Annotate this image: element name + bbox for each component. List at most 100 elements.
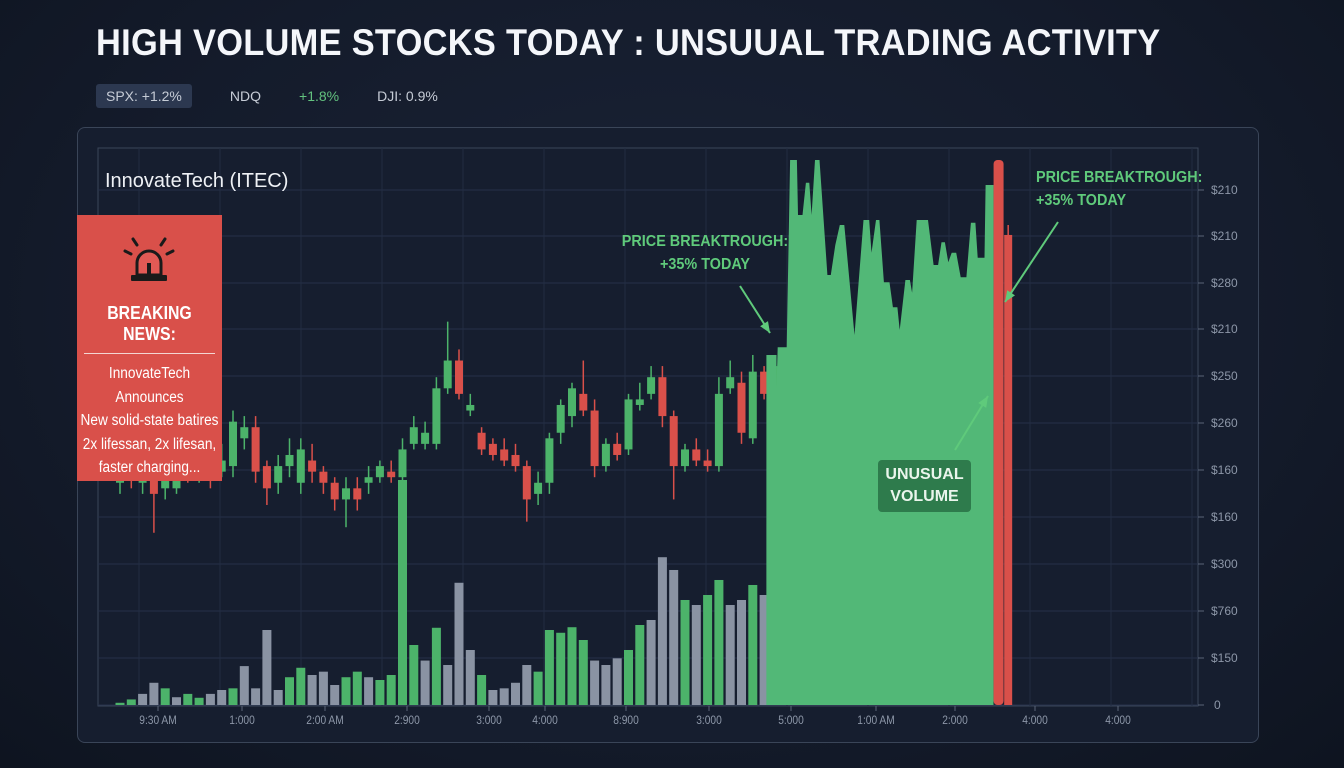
red-volume-spike (993, 159, 1004, 705)
candle-body (601, 443, 610, 467)
candle-body (669, 416, 678, 467)
volume-bar (160, 688, 170, 705)
volume-bar (601, 664, 611, 705)
candle-body (737, 382, 746, 433)
x-tick-label: 3:000 (476, 713, 502, 727)
volume-bar (239, 666, 249, 705)
y-tick-label: $280 (1211, 276, 1238, 290)
arrow-head (978, 396, 988, 408)
candle-body (149, 471, 158, 494)
ticker-spx[interactable]: SPX: +1.2% (96, 84, 192, 108)
candle-body (330, 482, 339, 500)
volume-bar (296, 667, 306, 705)
volume-bar (624, 649, 633, 705)
breakout-annotation-right: PRICE BREAKTROUGH: +35% TODAY (1036, 166, 1202, 212)
volume-bar (759, 594, 769, 705)
candle-body (579, 393, 588, 411)
volume-bar (612, 658, 622, 705)
y-tick-label: 0 (1214, 698, 1221, 712)
x-tick-label: 2:900 (394, 713, 420, 727)
volume-bar (251, 688, 261, 705)
candle-body (703, 460, 712, 467)
volume-bar (443, 664, 453, 705)
volume-bar (318, 671, 328, 705)
volume-bar (465, 649, 475, 705)
divider (84, 353, 215, 354)
candle-body (466, 404, 475, 411)
volume-bar (533, 671, 543, 705)
candle-body (375, 466, 384, 478)
x-tick-label: 5:000 (778, 713, 804, 727)
breaking-news-card[interactable]: BREAKING NEWS: InnovateTech Announces Ne… (77, 215, 222, 481)
candle-body (353, 488, 362, 500)
unusual-volume-badge: UNUSUAL VOLUME (878, 460, 971, 512)
volume-bar (657, 557, 667, 705)
candle-body (477, 432, 486, 450)
candle-body (613, 443, 622, 455)
breaking-news-heading: BREAKING NEWS: (107, 303, 192, 344)
volume-bar (217, 689, 227, 705)
volume-bar (364, 677, 374, 705)
breakout-annotation-left: PRICE BREAKTROUGH: +35% TODAY (620, 230, 791, 276)
candle-body (364, 477, 373, 483)
volume-bar (488, 689, 498, 705)
ticker-dji[interactable]: DJI: 0.9% (377, 88, 438, 104)
volume-bar (556, 632, 566, 705)
volume-bar (149, 682, 159, 705)
stock-name: InnovateTech (ITEC) (105, 170, 289, 192)
volume-bar (748, 584, 758, 705)
candle-body (161, 477, 170, 489)
x-tick-label: 4:000 (1105, 713, 1131, 727)
ticker-bar: SPX: +1.2% NDQ +1.8% DJI: 0.9% (96, 84, 466, 108)
x-tick-label: 1:000 (229, 713, 255, 727)
y-tick-label: $210 (1211, 183, 1238, 197)
y-tick-label: $160 (1211, 463, 1238, 477)
candle-body (251, 427, 260, 472)
volume-bar (172, 697, 181, 705)
candle-body (635, 399, 644, 405)
volume-bar (205, 693, 215, 705)
candle-body (681, 449, 689, 467)
y-tick-label: $210 (1211, 229, 1238, 243)
candle-body (229, 421, 237, 467)
red-volume-spike (1004, 234, 1013, 705)
candle-body (522, 466, 531, 500)
candle-body (455, 360, 463, 394)
candle-body (647, 377, 656, 394)
candle-body (342, 488, 350, 500)
news-line: New solid-state batires (80, 412, 219, 429)
volume-bar (386, 674, 396, 705)
volume-bar (703, 594, 713, 705)
x-tick-label: 4:000 (1022, 713, 1048, 727)
volume-bar (499, 688, 509, 705)
candle-body (274, 466, 283, 483)
y-tick-label: $210 (1211, 322, 1238, 336)
candle-body (748, 371, 757, 439)
candle-body (432, 388, 441, 444)
ticker-ndq[interactable]: NDQ (229, 88, 262, 104)
breaking-news-body: InnovateTech Announces New solid-state b… (77, 362, 222, 480)
badge-line: UNUSUAL (885, 466, 964, 483)
candle-body (714, 393, 723, 467)
ticker-ndq-change[interactable]: +1.8% (299, 88, 340, 104)
candle-body (692, 449, 701, 461)
volume-bar (454, 582, 464, 705)
news-line: 2x lifessan, 2x lifesan, (82, 435, 217, 453)
y-tick-label: $250 (1211, 369, 1238, 383)
candle-body (534, 482, 543, 494)
volume-bar (522, 664, 532, 705)
arrow-icon (954, 395, 989, 451)
candle-body (296, 449, 305, 483)
candle-body (172, 477, 181, 489)
arrow-shaft (1004, 221, 1059, 303)
annotation-line: +35% TODAY (659, 256, 751, 273)
volume-bar (115, 702, 125, 705)
volume-bar (635, 624, 645, 705)
x-tick-label: 3:000 (696, 713, 722, 727)
candle-body (545, 438, 554, 483)
volume-bar (398, 479, 407, 705)
volume-bar (544, 629, 554, 705)
candle-body (511, 454, 520, 467)
news-line: Announces (115, 388, 184, 406)
arrow-head (760, 321, 770, 333)
